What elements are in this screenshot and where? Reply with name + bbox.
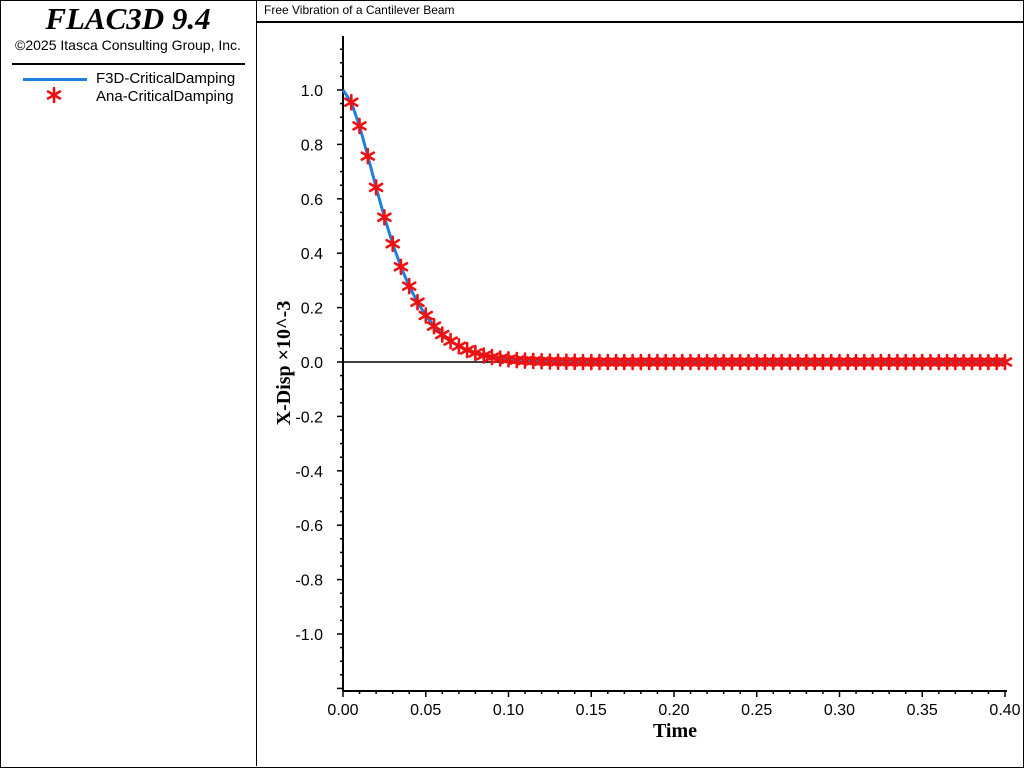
y-tick-label: -1.0	[295, 627, 323, 644]
axes-layer: 1.0 0.8 0.6 0.4 0.2 0.0 -0.2 -0.4 -0.6 -0.8 -1.0 0.…	[295, 36, 1021, 719]
x-tick-label: 0.25	[741, 702, 772, 719]
star-data-point	[435, 326, 450, 343]
star-marker-icon	[46, 86, 62, 104]
y-tick-label: 0.6	[301, 192, 323, 209]
y-tick-label: 0.2	[301, 301, 323, 318]
star-data-point	[468, 344, 483, 362]
x-tick-label: 0.05	[410, 702, 441, 719]
x-tick-label: 0.35	[907, 702, 938, 719]
star-data-point	[368, 179, 384, 196]
star-data-point	[418, 307, 434, 324]
star-data-point	[410, 293, 425, 311]
star-data-point	[385, 235, 400, 252]
star-data-point	[377, 209, 392, 226]
series-layer	[341, 89, 1013, 371]
y-tick-label: -0.4	[295, 464, 323, 481]
chart-area: 1.0 0.8 0.6 0.4 0.2 0.0 -0.2 -0.4 -0.6 -0.8 -1.0 0.…	[273, 36, 1021, 742]
x-tick-label: 0.10	[493, 702, 524, 719]
legend-item-f3d: F3D-CriticalDamping	[0, 70, 256, 88]
y-tick-label: -0.2	[295, 409, 323, 426]
x-tick-label: 0.20	[658, 702, 689, 719]
x-tick-label: 0.40	[989, 702, 1020, 719]
product-title: FLAC3D 9.4	[45, 1, 211, 36]
series-line-f3d	[341, 89, 1005, 364]
star-data-point	[393, 258, 409, 276]
x-tick-label: 0.15	[576, 702, 607, 719]
copyright-text: ©2025 Itasca Consulting Group, Inc.	[15, 37, 241, 53]
legend-item-ana: Ana-CriticalDamping	[0, 86, 256, 106]
star-data-point	[360, 147, 376, 165]
side-panel: FLAC3D 9.4 ©2025 Itasca Consulting Group…	[0, 0, 257, 766]
legend-separator	[12, 63, 245, 65]
y-tick-label: 0.8	[301, 137, 323, 154]
x-tick-label: 0.00	[327, 702, 358, 719]
star-data-point	[401, 277, 417, 295]
star-data-point	[352, 117, 367, 135]
plot-title-bar: Free Vibration of a Cantilever Beam	[257, 0, 1023, 23]
star-data-point	[344, 93, 359, 111]
star-data-point	[426, 317, 442, 335]
y-tick-label: -0.8	[295, 573, 323, 590]
legend-label-f3d: F3D-CriticalDamping	[96, 70, 236, 87]
y-tick-label: -0.6	[295, 518, 323, 535]
plot-title: Free Vibration of a Cantilever Beam	[264, 3, 455, 17]
y-tick-label: 0.4	[301, 246, 323, 263]
y-tick-label: 1.0	[301, 83, 323, 100]
legend-line-swatch	[23, 78, 87, 81]
legend-label-ana: Ana-CriticalDamping	[96, 88, 234, 105]
star-data-point	[997, 353, 1013, 371]
y-tick-label: 0.0	[301, 355, 323, 372]
star-data-point	[459, 341, 475, 359]
y-axis-title: X-Disp ×10^-3	[273, 301, 295, 426]
x-tick-label: 0.30	[824, 702, 855, 719]
x-axis-title: Time	[653, 720, 697, 742]
